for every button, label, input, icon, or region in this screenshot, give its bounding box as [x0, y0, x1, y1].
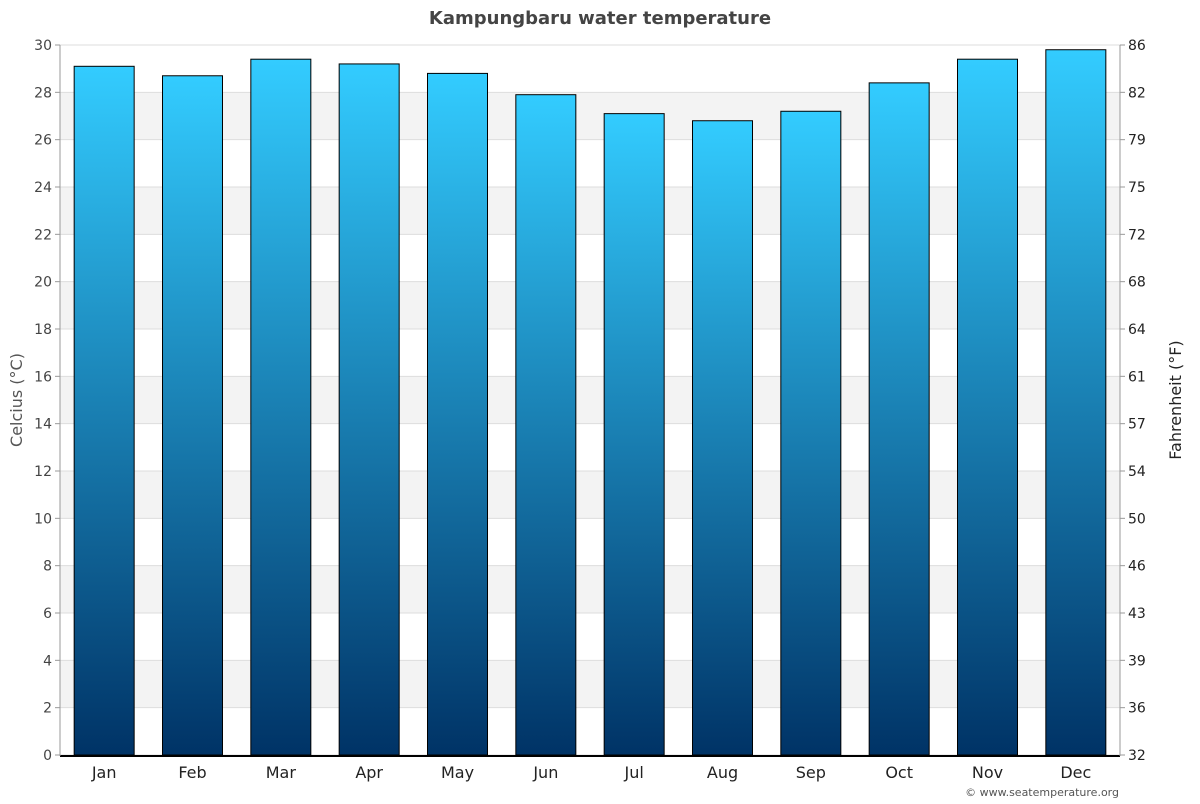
y-tick-label: 20 — [34, 275, 52, 291]
x-tick-label: Jul — [624, 763, 644, 782]
grid-band — [60, 565, 1120, 613]
y2-tick-label: 61 — [1128, 369, 1146, 385]
y2-tick-label: 72 — [1128, 227, 1146, 243]
x-tick-label: Mar — [266, 763, 297, 782]
x-tick-label: May — [441, 763, 474, 782]
y-tick-label: 22 — [34, 227, 52, 243]
y2-tick-label: 68 — [1128, 275, 1146, 291]
y-tick-label: 28 — [34, 85, 52, 101]
y2-tick-label: 39 — [1128, 653, 1146, 669]
bar-jun[interactable] — [515, 94, 577, 756]
y2-tick-label: 82 — [1128, 85, 1146, 101]
y-tick-label: 4 — [43, 653, 52, 669]
y-tick-label: 18 — [34, 322, 52, 338]
y2-tick-label: 36 — [1128, 701, 1146, 717]
credit[interactable]: © www.seatemperature.org — [965, 786, 1119, 799]
y-tick-label: 10 — [34, 511, 52, 527]
x-tick-label: Aug — [707, 763, 738, 782]
bar-may[interactable] — [427, 72, 488, 756]
y-tick-label: 24 — [34, 180, 52, 196]
grid-band — [60, 471, 1120, 519]
grid-band — [60, 376, 1120, 424]
y-tick-label: 30 — [34, 38, 52, 54]
y2-tick-label: 54 — [1128, 464, 1146, 480]
bar-sep[interactable] — [780, 110, 842, 756]
x-tick-label: Feb — [178, 763, 206, 782]
bar-jan[interactable] — [73, 65, 135, 756]
bar-mar[interactable] — [250, 58, 312, 756]
y2-tick-label: 50 — [1128, 511, 1146, 527]
x-tick-label: Jun — [532, 763, 558, 782]
x-tick-label: Oct — [885, 763, 913, 782]
grid-band — [60, 92, 1120, 140]
grid-band — [60, 281, 1120, 329]
y-tick-label: 26 — [34, 133, 52, 149]
x-tick-label: Sep — [796, 763, 826, 782]
chart-title: Kampungbaru water temperature — [429, 8, 771, 29]
y2-tick-label: 57 — [1128, 417, 1146, 433]
y-tick-label: 8 — [43, 559, 52, 575]
bar-oct[interactable] — [868, 82, 930, 756]
y2-tick-label: 75 — [1128, 180, 1146, 196]
y2-axis-label: Fahrenheit (°F) — [1166, 340, 1185, 459]
y-tick-label: 12 — [34, 464, 52, 480]
y2-tick-label: 43 — [1128, 606, 1146, 622]
y-tick-label: 16 — [34, 369, 52, 385]
bar-nov[interactable] — [957, 58, 1018, 756]
y-tick-label: 14 — [34, 417, 52, 433]
y2-tick-label: 32 — [1128, 748, 1146, 764]
bar-feb[interactable] — [162, 75, 223, 756]
y2-tick-label: 86 — [1128, 38, 1146, 54]
bar-dec[interactable] — [1045, 49, 1107, 756]
y2-tick-label: 79 — [1128, 133, 1146, 149]
y-tick-label: 2 — [43, 701, 52, 717]
x-tick-label: Nov — [972, 763, 1003, 782]
x-tick-label: Apr — [355, 763, 383, 782]
grid-band — [60, 187, 1120, 235]
y-tick-label: 0 — [43, 748, 52, 764]
bar-apr[interactable] — [338, 63, 400, 756]
y2-tick-label: 46 — [1128, 559, 1146, 575]
y-tick-label: 6 — [43, 606, 52, 622]
bar-aug[interactable] — [692, 120, 753, 756]
y-axis-label: Celcius (°C) — [7, 353, 26, 447]
bar-jul[interactable] — [603, 113, 665, 756]
y2-tick-label: 64 — [1128, 322, 1146, 338]
grid-band — [60, 660, 1120, 708]
x-tick-label: Jan — [91, 763, 117, 782]
x-tick-label: Dec — [1060, 763, 1091, 782]
